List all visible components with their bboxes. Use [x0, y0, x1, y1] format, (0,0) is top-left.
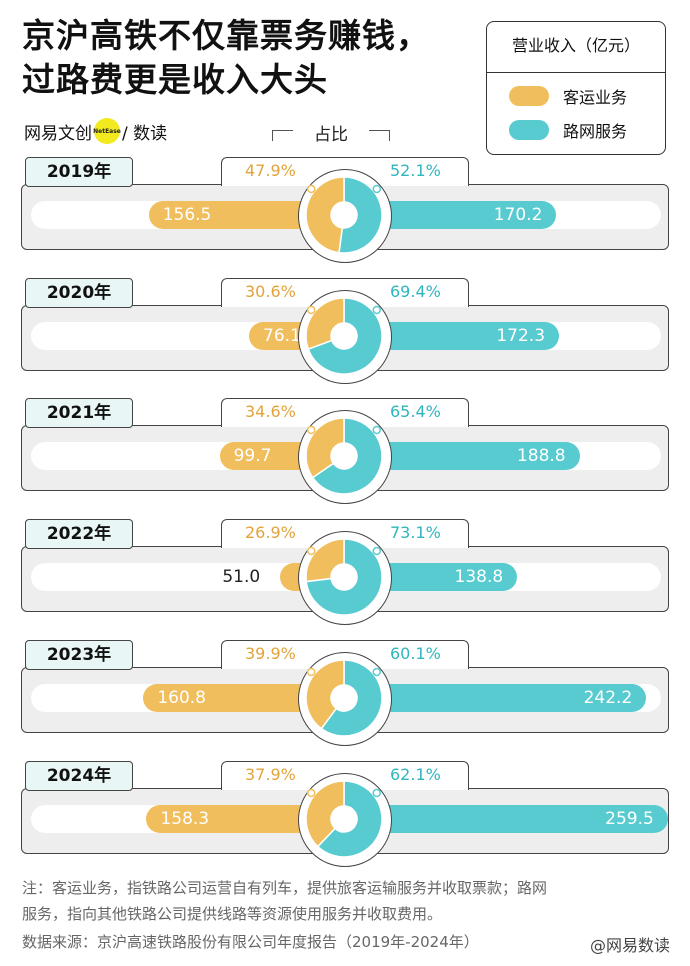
share-header-label: 占比	[314, 125, 348, 145]
note-line-1: 注：客运业务，指铁路公司运营自有列车，提供旅客运输服务并收取票款；路网	[22, 879, 548, 897]
share-header-right-bracket	[369, 130, 390, 141]
share-network: 69.4%	[390, 282, 441, 301]
title-line-1: 京沪高铁不仅靠票务赚钱，	[22, 16, 430, 55]
leader-dot-passenger	[306, 788, 316, 798]
donut-slice-passenger	[305, 538, 345, 583]
leader-dot-passenger	[306, 184, 316, 194]
donut-slice-network	[320, 659, 383, 737]
share-passenger: 39.9%	[245, 644, 296, 663]
legend-swatch-network	[509, 120, 549, 140]
share-donut	[305, 417, 383, 495]
share-network: 65.4%	[390, 402, 441, 421]
bar-network	[344, 684, 647, 712]
leader-dot-passenger	[306, 667, 316, 677]
share-passenger: 26.9%	[245, 523, 296, 542]
share-network: 60.1%	[390, 644, 441, 663]
value-network: 259.5	[605, 809, 654, 829]
leader-dot-passenger	[306, 546, 316, 556]
note-line-2: 服务，指向其他铁路公司提供线路等资源使用服务并收取费用。	[22, 905, 443, 923]
value-passenger: 76.1	[263, 326, 301, 346]
source-line: 数据来源：京沪高速铁路股份有限公司年度报告（2019年-2024年）	[22, 933, 479, 951]
legend-swatch-passenger	[509, 86, 549, 106]
leader-dot-passenger	[306, 425, 316, 435]
value-network: 138.8	[454, 567, 504, 587]
share-network: 62.1%	[390, 765, 441, 784]
chart-title: 京沪高铁不仅靠票务赚钱， 过路费更是收入大头	[22, 14, 430, 102]
value-passenger: 158.3	[160, 809, 210, 829]
leader-dot-passenger	[306, 305, 316, 315]
year-label: 2019年	[25, 157, 133, 187]
value-network: 188.8	[516, 446, 566, 466]
share-donut	[305, 538, 383, 616]
share-network: 52.1%	[390, 161, 441, 180]
year-label: 2024年	[25, 761, 133, 791]
leader-dot-network	[372, 788, 382, 798]
donut-slice-passenger	[305, 417, 345, 479]
donut-slice-network	[305, 538, 383, 616]
share-network: 73.1%	[390, 523, 441, 542]
watermark: @网易数读	[589, 936, 670, 955]
legend-divider	[487, 72, 665, 73]
donut-slice-passenger	[305, 780, 345, 848]
share-passenger: 30.6%	[245, 282, 296, 301]
legend-label-passenger: 客运业务	[563, 88, 628, 107]
donut-slice-passenger	[305, 659, 345, 730]
brand-right: / 数读	[122, 123, 168, 144]
donut-slice-network	[311, 417, 383, 495]
share-passenger: 37.9%	[245, 765, 296, 784]
legend-label-network: 路网服务	[563, 122, 628, 141]
share-donut	[305, 780, 383, 858]
title-line-2: 过路费更是收入大头	[22, 60, 328, 99]
value-passenger: 51.0	[222, 567, 261, 587]
legend: 营业收入（亿元） 客运业务 路网服务	[486, 21, 666, 155]
year-label: 2020年	[25, 278, 133, 308]
value-network: 242.2	[583, 688, 633, 708]
legend-item-passenger: 客运业务	[509, 84, 627, 108]
legend-title: 营业收入（亿元）	[511, 36, 640, 55]
brand-left: 网易文创	[24, 123, 92, 144]
leader-dot-network	[372, 425, 382, 435]
donut-slice-passenger	[305, 297, 345, 351]
leader-dot-network	[372, 305, 382, 315]
share-passenger: 34.6%	[245, 402, 296, 421]
leader-dot-network	[372, 184, 382, 194]
value-passenger: 156.5	[162, 205, 212, 225]
leader-dot-network	[372, 546, 382, 556]
brand-dot: NetEase	[93, 118, 121, 144]
legend-item-network: 路网服务	[509, 118, 627, 142]
donut-slice-network	[316, 780, 383, 858]
leader-dot-network	[372, 667, 382, 677]
value-network: 170.2	[493, 205, 543, 225]
brand-logo: 网易文创 NetEase / 数读	[24, 118, 167, 144]
year-label: 2022年	[25, 519, 133, 549]
value-passenger: 99.7	[233, 446, 272, 466]
share-header-left-bracket	[272, 130, 293, 141]
bar-network	[344, 805, 668, 833]
share-donut	[305, 176, 383, 254]
value-network: 172.3	[496, 326, 546, 346]
year-label: 2021年	[25, 398, 133, 428]
year-label: 2023年	[25, 640, 133, 670]
donut-slice-network	[307, 297, 383, 375]
value-passenger: 160.8	[157, 688, 206, 708]
share-header: 占比	[272, 120, 390, 150]
share-donut	[305, 297, 383, 375]
donut-slice-passenger	[305, 176, 345, 254]
share-passenger: 47.9%	[245, 161, 296, 180]
share-donut	[305, 659, 383, 737]
